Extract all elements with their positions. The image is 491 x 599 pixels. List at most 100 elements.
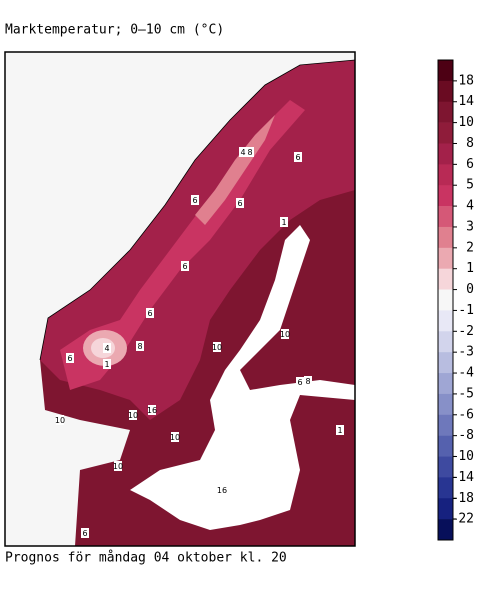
map-label: 6 bbox=[82, 529, 87, 538]
legend-band bbox=[438, 185, 453, 207]
map-label: 10 bbox=[128, 411, 138, 420]
map-label-box bbox=[181, 261, 189, 271]
map-label: 1 bbox=[281, 218, 286, 227]
legend-label: 8 bbox=[466, 136, 474, 151]
map-label-box bbox=[239, 147, 247, 157]
map-label-box bbox=[218, 485, 226, 495]
legend-label: -3 bbox=[458, 345, 474, 360]
legend-band bbox=[438, 331, 453, 353]
map-label-box bbox=[146, 308, 154, 318]
legend-band bbox=[438, 435, 453, 457]
legend-band bbox=[438, 164, 453, 186]
footer: Prognos för måndag 04 oktober kl. 20 bbox=[5, 551, 287, 566]
map-label-box bbox=[148, 405, 156, 415]
legend-band bbox=[438, 519, 453, 541]
legend-label: 5 bbox=[466, 178, 474, 193]
legend-band bbox=[438, 393, 453, 416]
map-label: 1 bbox=[337, 426, 342, 435]
legend-band bbox=[438, 80, 453, 103]
map-label-box bbox=[304, 376, 312, 386]
map-label-box bbox=[281, 329, 289, 339]
map-label-box bbox=[280, 217, 288, 227]
map-label: 10 bbox=[280, 330, 290, 339]
legend-label: 1 bbox=[466, 261, 474, 276]
map-label-box bbox=[213, 342, 221, 352]
legend-band bbox=[438, 456, 453, 478]
legend-label: -14 bbox=[451, 470, 475, 485]
map-label-box bbox=[246, 147, 254, 157]
map-label: 6 bbox=[182, 262, 187, 271]
map-label: 6 bbox=[147, 309, 152, 318]
map-label-box bbox=[103, 359, 111, 369]
legend-band bbox=[438, 143, 453, 165]
map-label: 4 bbox=[240, 148, 245, 157]
legend-label: -18 bbox=[451, 491, 474, 506]
legend-label: 6 bbox=[466, 157, 474, 172]
map-label-box bbox=[81, 528, 89, 538]
map-label: 4 bbox=[104, 344, 109, 353]
legend-label: -5 bbox=[458, 386, 474, 401]
map-label: 1 bbox=[104, 360, 109, 369]
map-label: 6 bbox=[295, 153, 300, 162]
map-label-box bbox=[66, 353, 74, 363]
map-label: 8 bbox=[247, 148, 252, 157]
legend-label: 0 bbox=[466, 282, 474, 297]
map-label-box bbox=[294, 152, 302, 162]
map-label-box bbox=[129, 410, 137, 420]
legend-band bbox=[438, 206, 453, 228]
map-label-box bbox=[103, 343, 111, 353]
legend-band bbox=[438, 226, 453, 249]
legend-label: -22 bbox=[451, 512, 474, 527]
legend-band bbox=[438, 414, 453, 436]
legend-band bbox=[438, 101, 453, 123]
legend-label: -6 bbox=[458, 407, 474, 422]
map-label: 16 bbox=[147, 406, 157, 415]
map-frame bbox=[4, 51, 356, 547]
map bbox=[4, 51, 356, 547]
title: Marktemperatur; 0–10 cm (°C) bbox=[5, 23, 224, 38]
map-label: 16 bbox=[217, 486, 227, 495]
legend-label: 2 bbox=[466, 240, 474, 255]
map-label-box bbox=[136, 341, 144, 351]
map-label-box bbox=[336, 425, 344, 435]
legend-band bbox=[438, 268, 453, 290]
legend-label: 3 bbox=[466, 219, 474, 234]
legend-band bbox=[438, 498, 453, 520]
legend-label: -4 bbox=[458, 366, 474, 381]
map-label: 10 bbox=[170, 433, 180, 442]
legend-label: -10 bbox=[451, 449, 474, 464]
legend-label: 14 bbox=[458, 94, 474, 109]
map-label-box bbox=[296, 377, 304, 387]
map-label: 6 bbox=[192, 196, 197, 205]
legend-label: 4 bbox=[466, 199, 474, 214]
legend-label: -1 bbox=[458, 303, 474, 318]
legend-band bbox=[438, 60, 453, 82]
legend-label: -8 bbox=[458, 428, 474, 443]
map-label: 6 bbox=[237, 199, 242, 208]
legend-band bbox=[438, 352, 453, 374]
legend-band bbox=[438, 310, 453, 332]
map-label: 10 bbox=[113, 462, 123, 471]
legend-frame bbox=[437, 59, 454, 541]
baltic-sea bbox=[130, 225, 355, 530]
coast bbox=[39, 59, 356, 361]
map-label: 8 bbox=[137, 342, 142, 351]
map-label-box bbox=[56, 415, 64, 425]
legend-band bbox=[438, 247, 453, 269]
map-label: 6 bbox=[67, 354, 72, 363]
map-label-box bbox=[114, 461, 122, 471]
map-label: 8 bbox=[305, 377, 310, 386]
map-label-box bbox=[236, 198, 244, 208]
legend-label: 18 bbox=[458, 73, 474, 88]
map-label-box bbox=[171, 432, 179, 442]
legend-band bbox=[438, 122, 453, 144]
map-label: 10 bbox=[55, 416, 65, 425]
legend-label: -2 bbox=[458, 324, 474, 339]
map-label: 6 bbox=[297, 378, 302, 387]
legend-band bbox=[438, 477, 453, 499]
map-label-box bbox=[191, 195, 199, 205]
map-label: 10 bbox=[212, 343, 222, 352]
